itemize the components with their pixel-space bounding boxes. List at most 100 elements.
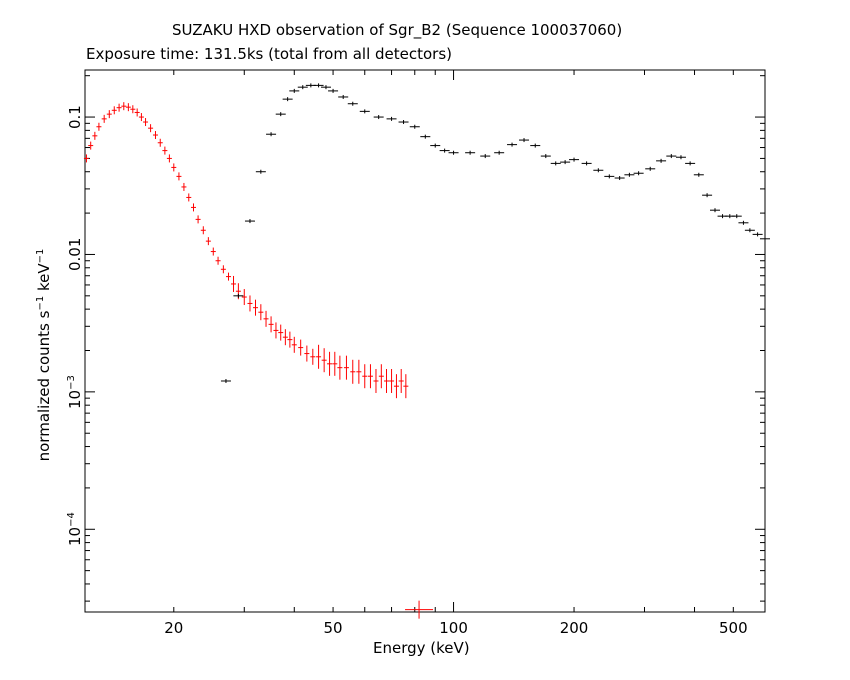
- data-point: [439, 148, 450, 153]
- data-point: [138, 113, 144, 122]
- data-point: [356, 359, 362, 384]
- data-point: [384, 368, 390, 393]
- data-point: [519, 138, 530, 143]
- data-point: [233, 293, 244, 298]
- data-point: [359, 109, 370, 114]
- data-point: [106, 110, 112, 119]
- y-axis-label-exp2: −1: [35, 248, 46, 264]
- data-point: [289, 88, 300, 93]
- data-point: [313, 83, 324, 88]
- data-point: [604, 174, 615, 179]
- data-point: [134, 108, 140, 117]
- data-point: [693, 172, 704, 177]
- data-point: [332, 351, 338, 376]
- data-point: [148, 124, 154, 133]
- x-tick-label: 100: [439, 619, 468, 637]
- data-point: [709, 208, 720, 213]
- data-point: [258, 304, 264, 321]
- data-point: [420, 134, 431, 139]
- y-tick-exponent: −3: [66, 375, 77, 390]
- data-point: [398, 368, 404, 393]
- axis-ticks: [85, 70, 766, 612]
- data-point: [316, 344, 322, 369]
- data-point: [162, 146, 168, 155]
- data-point: [282, 97, 293, 102]
- data-point: [231, 275, 237, 292]
- data-point: [200, 226, 206, 235]
- data-point: [157, 138, 163, 147]
- data-point: [430, 143, 441, 148]
- data-point: [195, 215, 201, 224]
- data-point: [321, 348, 327, 373]
- data-point: [666, 154, 677, 159]
- data-point: [398, 120, 409, 125]
- x-axis-label: Energy (keV): [373, 639, 470, 657]
- data-point: [310, 348, 316, 365]
- y-tick-label: 0.01: [66, 238, 84, 271]
- data-point: [220, 265, 226, 274]
- data-point: [378, 364, 384, 389]
- data-point: [738, 220, 749, 225]
- data-point: [386, 116, 397, 121]
- data-point: [171, 163, 177, 172]
- data-point: [362, 364, 368, 389]
- data-point: [278, 324, 284, 341]
- data-point: [215, 256, 221, 265]
- data-point: [389, 368, 395, 393]
- y-tick-label: 0.1: [66, 105, 84, 129]
- data-point: [448, 150, 459, 155]
- data-point: [656, 158, 667, 163]
- data-point: [373, 115, 384, 120]
- data-point: [96, 122, 102, 131]
- y-tick-label: 10−4: [66, 512, 84, 546]
- data-point: [130, 105, 136, 114]
- data-point: [337, 355, 343, 380]
- data-point: [409, 124, 420, 129]
- data-point: [347, 101, 358, 106]
- data-point: [304, 345, 310, 362]
- data-point: [143, 118, 149, 127]
- data-point: [614, 176, 625, 181]
- data-point: [275, 112, 286, 117]
- y-tick-base: 10: [66, 389, 84, 409]
- data-point: [373, 368, 379, 393]
- data-point: [550, 161, 561, 166]
- data-point: [152, 131, 158, 140]
- data-point: [266, 132, 277, 137]
- y-axis-label-base: normalized counts s: [35, 310, 53, 462]
- data-point: [350, 359, 356, 384]
- data-point: [752, 232, 763, 237]
- data-point: [83, 154, 89, 163]
- data-point: [320, 85, 331, 90]
- data-point: [210, 247, 216, 256]
- data-point: [282, 329, 288, 346]
- data-point: [624, 172, 635, 177]
- y-tick-exponent: −4: [66, 512, 77, 528]
- data-point: [291, 336, 297, 353]
- data-point: [338, 94, 349, 99]
- data-point: [480, 154, 491, 159]
- data-point: [176, 172, 182, 181]
- x-tick-label: 500: [718, 619, 748, 637]
- y-axis-label: normalized counts s−1 keV−1: [35, 249, 53, 462]
- data-point: [328, 88, 339, 93]
- data-point: [241, 289, 247, 306]
- y-tick-label: 10−3: [66, 375, 84, 409]
- data-point: [645, 166, 656, 171]
- data-point: [494, 150, 505, 155]
- data-point: [465, 150, 476, 155]
- y-axis-label-mid: keV: [35, 263, 53, 296]
- data-point: [205, 237, 211, 246]
- data-point: [393, 374, 399, 399]
- data-point: [403, 374, 409, 399]
- data-point: [507, 142, 518, 147]
- data-point: [298, 339, 304, 356]
- data-point: [181, 182, 187, 191]
- data-point: [744, 228, 755, 233]
- data-point: [125, 103, 131, 112]
- data-point: [263, 310, 269, 327]
- data-point: [287, 331, 293, 348]
- data-point: [166, 154, 172, 163]
- data-point: [685, 161, 696, 166]
- data-point: [111, 106, 117, 115]
